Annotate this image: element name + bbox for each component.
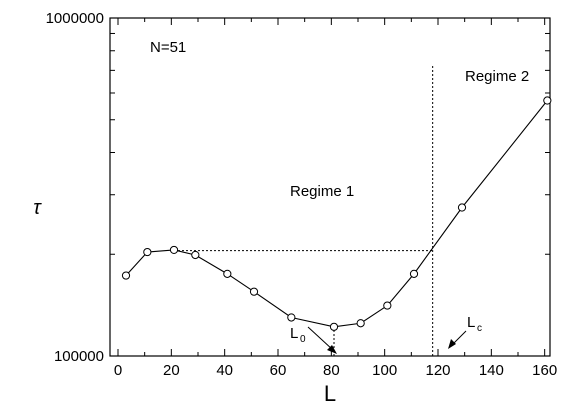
x-tick-label: 60 [270,362,287,379]
data-point [409,269,419,278]
data-point [543,96,552,105]
lc-annotation: L c [448,314,482,349]
data-point [287,313,296,322]
x-tick-label: 40 [216,362,233,379]
data-point [249,287,259,296]
y-tick-label: 100000 [54,348,104,365]
regime-1-annotation: Regime 1 [290,183,354,200]
x-tick-label: 0 [114,362,122,379]
data-point [329,322,339,331]
x-tick-label: 20 [163,362,180,379]
plot-frame [109,17,551,357]
n-annotation: N=51 [150,39,186,56]
x-tick-label: 120 [425,362,450,379]
x-tick-label: 160 [532,362,557,379]
l0-label: L [290,325,298,342]
l0-arrow-shaft [307,326,334,351]
data-series [121,96,552,331]
x-tick-label: 140 [479,362,504,379]
x-tick-label: 80 [323,362,340,379]
data-point [457,203,467,212]
data-point [191,250,200,260]
x-axis-label: L [324,381,336,406]
lc-label: L [467,314,475,331]
data-point [356,319,365,328]
l0-arrow-head [327,345,337,354]
y-axis-label: τ [33,197,42,219]
axis-ticks: 0 20 40 60 80 100 120 140 160 100000 1000000 [46,10,558,379]
series-line [125,100,548,328]
lc-arrow-head [448,339,456,349]
l0-annotation: L 0 [290,325,337,354]
y-tick-label: 1000000 [46,10,104,27]
data-point [143,247,152,257]
regime-2-annotation: Regime 2 [465,68,529,85]
lc-subscript: c [477,323,482,334]
data-point [383,301,392,310]
reference-lines [174,64,434,356]
data-point [121,271,131,280]
l0-subscript: 0 [300,334,306,345]
x-tick-label: 100 [372,362,397,379]
data-point [169,245,179,255]
data-point [223,269,232,278]
